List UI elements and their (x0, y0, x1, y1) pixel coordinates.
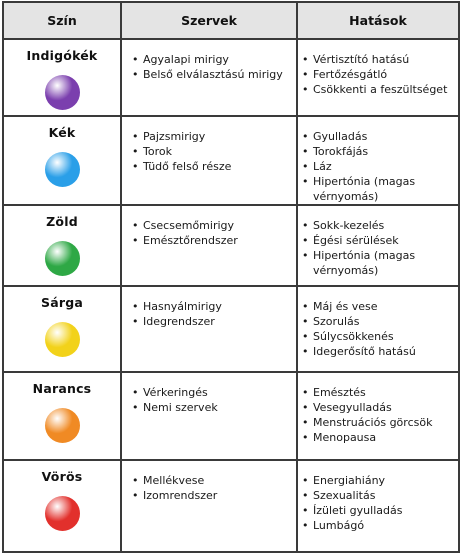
effect-item: Vértisztító hatású (302, 52, 458, 67)
organ-item: Csecsemőmirigy (132, 218, 296, 233)
color-cell: Indigókék (2, 38, 122, 117)
organs-list: VérkeringésNemi szervek (130, 385, 296, 415)
organ-item: Vérkeringés (132, 385, 296, 400)
effects-list: GyulladásTorokfájásLázHipertónia (magas … (300, 129, 458, 204)
header-effects: Hatások (296, 1, 460, 40)
organs-list: CsecsemőmirigyEmésztőrendszer (130, 218, 296, 248)
effect-item: Hipertónia (magas vérnyomás) (302, 174, 458, 204)
effect-item: Sokk-kezelés (302, 218, 458, 233)
organ-item: Torok (132, 144, 296, 159)
effects-list: EnergiahiánySzexualitásÍzületi gyulladás… (300, 473, 458, 533)
color-name: Kék (48, 125, 76, 140)
organ-item: Pajzsmirigy (132, 129, 296, 144)
color-name: Sárga (41, 295, 83, 310)
effect-item: Menopausa (302, 430, 458, 445)
organs-cell: CsecsemőmirigyEmésztőrendszer (120, 204, 298, 287)
organs-list: MellékveseIzomrendszer (130, 473, 296, 503)
table-row: ZöldCsecsemőmirigyEmésztőrendszerSokk-ke… (2, 204, 460, 287)
header-color: Szín (2, 1, 122, 40)
table-row: Indigókék Agyalapi mirigyBelső elválasztá… (2, 38, 460, 117)
effect-item: Energiahiány (302, 473, 458, 488)
color-cell: Sárga (2, 285, 122, 373)
effect-item: Ízületi gyulladás (302, 503, 458, 518)
effects-list: EmésztésVesegyulladásMenstruációs görcsö… (300, 385, 458, 445)
effects-cell: EmésztésVesegyulladásMenstruációs görcsö… (296, 371, 460, 461)
organ-item: Belső elválasztású mirigy (132, 67, 296, 82)
table-row: KékPajzsmirigyTorokTüdő felső részeGyull… (2, 115, 460, 206)
color-cell: Zöld (2, 204, 122, 287)
color-swatch-icon (44, 152, 80, 187)
organs-cell: VérkeringésNemi szervek (120, 371, 298, 461)
organ-item: Izomrendszer (132, 488, 296, 503)
organs-cell: HasnyálmirigyIdegrendszer (120, 285, 298, 373)
effects-cell: EnergiahiánySzexualitásÍzületi gyulladás… (296, 459, 460, 553)
effect-item: Égési sérülések (302, 233, 458, 248)
header-organs: Szervek (120, 1, 298, 40)
color-swatch-icon (44, 496, 80, 531)
effect-item: Idegerősítő hatású (302, 344, 458, 359)
effect-item: Lumbágó (302, 518, 458, 533)
effect-item: Menstruációs görcsök (302, 415, 458, 430)
effect-item: Emésztés (302, 385, 458, 400)
table-row: SárgaHasnyálmirigyIdegrendszerMáj és ves… (2, 285, 460, 373)
color-name: Indigókék (26, 48, 98, 63)
organ-item: Tüdő felső része (132, 159, 296, 174)
table-row: VörösMellékveseIzomrendszerEnergiahiányS… (2, 459, 460, 553)
organs-cell: PajzsmirigyTorokTüdő felső része (120, 115, 298, 206)
organs-list: HasnyálmirigyIdegrendszer (130, 299, 296, 329)
effect-item: Szexualitás (302, 488, 458, 503)
organ-item: Hasnyálmirigy (132, 299, 296, 314)
organ-item: Nemi szervek (132, 400, 296, 415)
effects-list: Máj és veseSzorulásSúlycsökkenésIdegerős… (300, 299, 458, 359)
effect-item: Csökkenti a feszültséget (302, 82, 458, 97)
organ-item: Mellékvese (132, 473, 296, 488)
color-swatch-icon (44, 408, 80, 443)
color-name: Zöld (46, 214, 78, 229)
header-row: Szín Szervek Hatások (2, 1, 460, 40)
effect-item: Torokfájás (302, 144, 458, 159)
organs-cell: Agyalapi mirigyBelső elválasztású mirigy (120, 38, 298, 117)
effect-item: Láz (302, 159, 458, 174)
effect-item: Hipertónia (magas vérnyomás) (302, 248, 458, 278)
color-swatch-icon (44, 241, 80, 276)
organ-item: Agyalapi mirigy (132, 52, 296, 67)
color-cell: Narancs (2, 371, 122, 461)
effects-cell: Vértisztító hatásúFertőzésgátlóCsökkenti… (296, 38, 460, 117)
effect-item: Máj és vese (302, 299, 458, 314)
color-swatch-icon (44, 75, 80, 110)
effect-item: Gyulladás (302, 129, 458, 144)
color-name: Narancs (32, 381, 92, 396)
color-swatch-icon (44, 322, 80, 357)
color-cell: Vörös (2, 459, 122, 553)
organs-list: Agyalapi mirigyBelső elválasztású mirigy (130, 52, 296, 82)
effect-item: Súlycsökkenés (302, 329, 458, 344)
organ-item: Emésztőrendszer (132, 233, 296, 248)
effects-cell: Máj és veseSzorulásSúlycsökkenésIdegerős… (296, 285, 460, 373)
color-cell: Kék (2, 115, 122, 206)
organs-list: PajzsmirigyTorokTüdő felső része (130, 129, 296, 174)
effect-item: Fertőzésgátló (302, 67, 458, 82)
effects-cell: GyulladásTorokfájásLázHipertónia (magas … (296, 115, 460, 206)
effect-item: Szorulás (302, 314, 458, 329)
organs-cell: MellékveseIzomrendszer (120, 459, 298, 553)
color-name: Vörös (41, 469, 83, 484)
effects-list: Vértisztító hatásúFertőzésgátlóCsökkenti… (300, 52, 458, 97)
table-row: NarancsVérkeringésNemi szervekEmésztésVe… (2, 371, 460, 461)
effects-cell: Sokk-kezelésÉgési sérülésekHipertónia (m… (296, 204, 460, 287)
organ-item: Idegrendszer (132, 314, 296, 329)
effect-item: Vesegyulladás (302, 400, 458, 415)
effects-list: Sokk-kezelésÉgési sérülésekHipertónia (m… (300, 218, 458, 278)
